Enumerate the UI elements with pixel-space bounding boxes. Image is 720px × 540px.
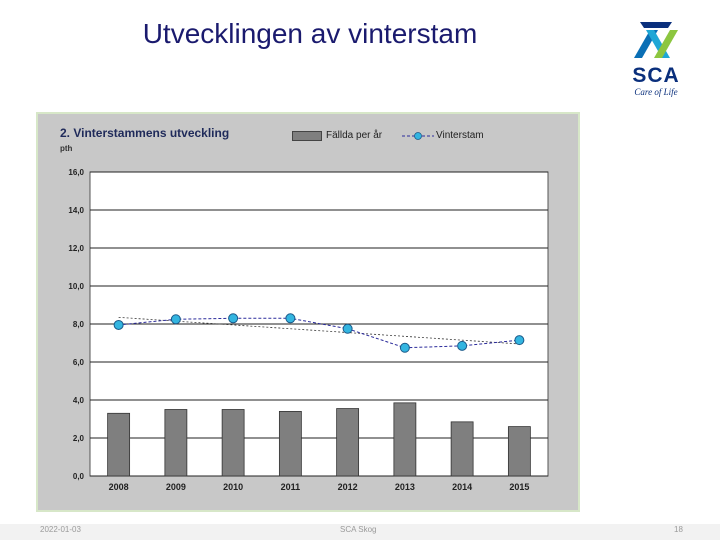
legend-line-swatch — [402, 131, 434, 140]
x-tick-label: 2013 — [395, 482, 415, 492]
bar-2010 — [221, 409, 245, 477]
y-tick-label: 8,0 — [73, 320, 85, 329]
bar-2008 — [107, 412, 131, 477]
point-2012 — [342, 323, 353, 334]
point-2010 — [228, 313, 239, 324]
legend-item-bars: Fällda per år — [292, 130, 382, 141]
x-tick-label: 2009 — [166, 482, 186, 492]
sca-logo-icon — [634, 22, 678, 58]
x-tick-label: 2012 — [338, 482, 358, 492]
x-tick-label: 2014 — [452, 482, 472, 492]
point-2015 — [514, 335, 525, 346]
point-2008 — [113, 319, 124, 330]
footer-date: 2022-01-03 — [40, 525, 81, 534]
y-tick-label: 0,0 — [73, 472, 85, 481]
logo-text: SCA — [632, 64, 680, 87]
bar-2011 — [278, 410, 302, 477]
chart-plot: 0,0 2,0 4,0 6,0 8,0 10,0 12,0 14,0 16,0 2008 2009 2… — [68, 168, 549, 492]
footer-bar — [0, 524, 720, 540]
y-tick-label: 2,0 — [73, 434, 85, 443]
bar-2009 — [164, 409, 188, 477]
footer-page-number: 18 — [674, 525, 683, 534]
legend-line-label: Vinterstam — [436, 130, 484, 141]
legend-bar-label: Fällda per år — [326, 130, 383, 141]
y-unit-label: pth — [60, 144, 73, 153]
series-line-vinterstam — [118, 317, 520, 349]
y-tick-label: 10,0 — [68, 282, 84, 291]
footer-center: SCA Skog — [340, 525, 377, 534]
point-2011 — [285, 313, 296, 324]
y-tick-label: 14,0 — [68, 206, 84, 215]
y-tick-label: 4,0 — [73, 396, 85, 405]
bar-2013 — [393, 402, 417, 477]
legend-bar-swatch — [292, 130, 322, 141]
x-tick-label: 2011 — [281, 482, 301, 492]
y-tick-label: 16,0 — [68, 168, 84, 177]
y-tick-label: 6,0 — [73, 358, 85, 367]
legend-item-line: Vinterstam — [402, 130, 484, 141]
x-tick-label: 2015 — [509, 482, 529, 492]
slide-title: Utvecklingen av vinterstam — [142, 18, 478, 49]
point-2013 — [399, 342, 410, 353]
logo-tagline: Care of Life — [634, 87, 678, 97]
chart-frame: 2. Vinterstammens utveckling pth Fällda … — [36, 112, 580, 512]
sca-logo: SCA Care of Life — [626, 14, 686, 104]
point-2014 — [457, 340, 468, 351]
bar-2014 — [450, 421, 474, 477]
bar-2012 — [336, 408, 360, 477]
x-tick-label: 2008 — [109, 482, 129, 492]
trendline — [118, 316, 520, 345]
x-tick-label: 2010 — [223, 482, 243, 492]
y-tick-label: 12,0 — [68, 244, 84, 253]
point-2009 — [170, 314, 181, 325]
chart-title: 2. Vinterstammens utveckling — [60, 126, 230, 140]
bar-2015 — [507, 426, 531, 477]
